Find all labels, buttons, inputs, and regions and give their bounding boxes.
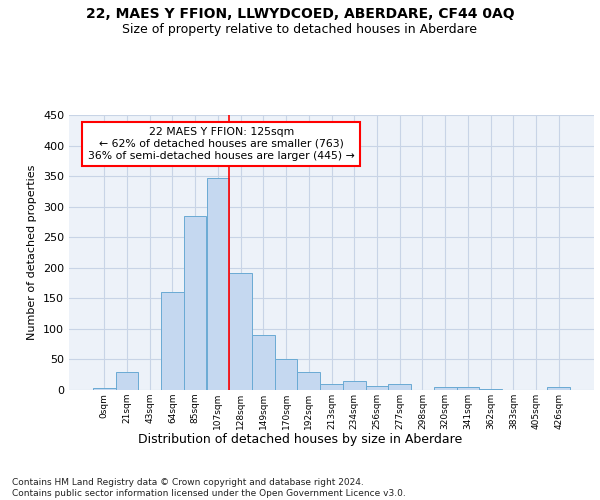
Bar bbox=[275, 360, 298, 390]
Text: Size of property relative to detached houses in Aberdare: Size of property relative to detached ho… bbox=[122, 22, 478, 36]
Bar bbox=[93, 388, 116, 390]
Bar bbox=[365, 386, 388, 390]
Text: Contains HM Land Registry data © Crown copyright and database right 2024.
Contai: Contains HM Land Registry data © Crown c… bbox=[12, 478, 406, 498]
Bar bbox=[229, 274, 252, 390]
Y-axis label: Number of detached properties: Number of detached properties bbox=[28, 165, 37, 340]
Text: 22, MAES Y FFION, LLWYDCOED, ABERDARE, CF44 0AQ: 22, MAES Y FFION, LLWYDCOED, ABERDARE, C… bbox=[86, 8, 514, 22]
Text: 22 MAES Y FFION: 125sqm
← 62% of detached houses are smaller (763)
36% of semi-d: 22 MAES Y FFION: 125sqm ← 62% of detache… bbox=[88, 128, 355, 160]
Text: Distribution of detached houses by size in Aberdare: Distribution of detached houses by size … bbox=[138, 432, 462, 446]
Bar bbox=[298, 372, 320, 390]
Bar bbox=[434, 387, 457, 390]
Bar bbox=[252, 335, 275, 390]
Bar bbox=[184, 216, 206, 390]
Bar bbox=[343, 381, 365, 390]
Bar bbox=[547, 387, 570, 390]
Bar bbox=[320, 384, 343, 390]
Bar bbox=[116, 372, 139, 390]
Bar bbox=[457, 387, 479, 390]
Bar bbox=[388, 384, 411, 390]
Bar bbox=[206, 178, 229, 390]
Bar bbox=[161, 292, 184, 390]
